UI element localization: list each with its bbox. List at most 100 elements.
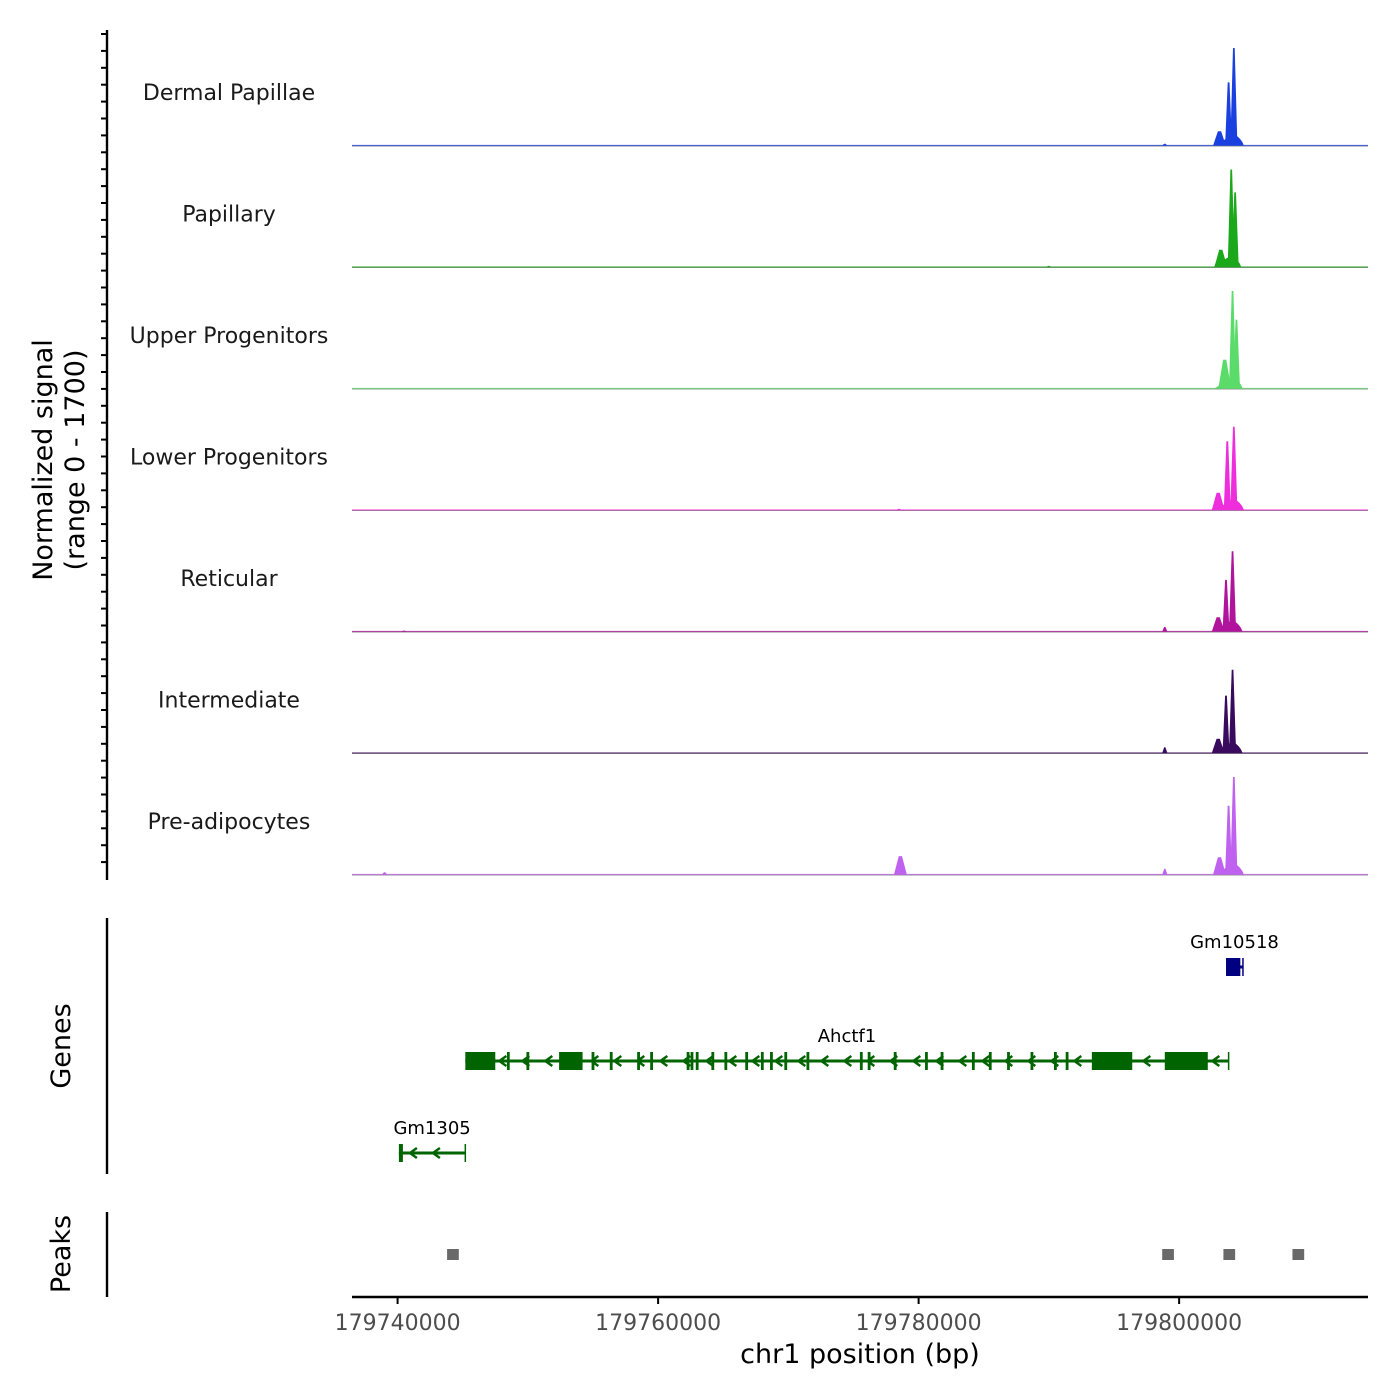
peaks-ylabel: Peaks (46, 1215, 77, 1293)
signal-peak (382, 872, 388, 875)
gene-exon-small (690, 1052, 694, 1070)
gene-exon-small (591, 1052, 595, 1070)
coverage-y-axis (101, 30, 109, 880)
gene-exon-small (1065, 1052, 1069, 1070)
signal-peak (1162, 868, 1168, 875)
gene-exon (465, 1052, 496, 1070)
gene-exon-small (971, 1052, 975, 1070)
signal-peak (1230, 48, 1238, 146)
peak-region (447, 1249, 459, 1260)
signal-peak (1223, 441, 1231, 510)
peak-region (1162, 1249, 1174, 1260)
gene-exon (1226, 958, 1241, 976)
gene-model: Gm10518 (1190, 932, 1279, 976)
signal-shoulder (1215, 134, 1244, 146)
genes-ylabel: Genes (46, 1003, 77, 1088)
strand-arrow (1003, 1055, 1014, 1067)
coverage-track: Upper Progenitors (130, 291, 1368, 390)
strand-arrow (980, 1055, 991, 1067)
coverage-track: Intermediate (158, 669, 1368, 754)
signal-peak (401, 630, 407, 632)
strand-arrow (819, 1055, 830, 1067)
strand-arrow (612, 1055, 623, 1067)
strand-arrow (750, 1055, 761, 1067)
signal-peak (1225, 805, 1233, 875)
gene-exon-small (1030, 1052, 1034, 1070)
signal-peak (894, 856, 907, 875)
track-label: Intermediate (158, 689, 300, 714)
signal-peak (1230, 426, 1238, 510)
gene-exon-small (637, 1052, 640, 1070)
strand-arrow (911, 1055, 922, 1067)
gene-exon-small (806, 1052, 810, 1070)
gene-model: Gm1305 (393, 1118, 471, 1162)
x-axis-label: chr1 position (bp) (740, 1339, 980, 1370)
x-tick-label: 179800000 (1116, 1311, 1242, 1336)
strand-arrow (1072, 1055, 1083, 1067)
coverage-track: Dermal Papillae (143, 48, 1368, 147)
gene-exon-small (940, 1052, 944, 1070)
gene-exon-small (506, 1052, 510, 1070)
strand-arrow (842, 1055, 853, 1067)
gene-exon-small (988, 1052, 992, 1070)
coverage-ylabel-line2: (range 0 - 1700) (60, 350, 91, 571)
gene-exon-small (760, 1052, 764, 1070)
strand-arrow (727, 1055, 738, 1067)
gene-exon-small (925, 1052, 928, 1070)
gene-exon-small (686, 1052, 690, 1070)
signal-peak (1230, 777, 1238, 875)
track-label: Upper Progenitors (130, 324, 329, 349)
signal-shoulder (1214, 377, 1243, 389)
signal-peak (1046, 265, 1052, 267)
track-label: Papillary (182, 203, 276, 228)
gene-exon-small (695, 1052, 699, 1070)
gene-track: Gm10518 Ahctf1 Gm1305 (393, 932, 1279, 1162)
gene-model: Ahctf1 (465, 1026, 1230, 1070)
gene-exon (1091, 1052, 1133, 1070)
gene-exon (1164, 1052, 1208, 1070)
strand-arrow (407, 1147, 418, 1159)
signal-shoulder (1214, 741, 1243, 753)
signal-shoulder (1215, 498, 1244, 510)
gene-exon-small (526, 1052, 530, 1070)
strand-arrow (957, 1055, 968, 1067)
gene-exon-small (893, 1052, 897, 1070)
signal-peak (896, 508, 902, 510)
signal-peak (1231, 192, 1239, 267)
gene-exon (398, 1144, 403, 1162)
gene-exon-small (1007, 1052, 1010, 1070)
gene-exon-small (711, 1052, 715, 1070)
strand-arrow (589, 1055, 600, 1067)
x-tick-label: 179740000 (335, 1311, 461, 1336)
gene-exon-small (650, 1052, 653, 1070)
track-label: Lower Progenitors (130, 446, 328, 471)
gene-exon-small (609, 1052, 613, 1070)
signal-shoulder (1214, 620, 1243, 632)
gene-label: Ahctf1 (818, 1026, 876, 1047)
strand-arrow (658, 1055, 669, 1067)
peak-region (1292, 1249, 1305, 1260)
strand-arrow (543, 1055, 554, 1067)
coverage-track: Lower Progenitors (130, 426, 1368, 512)
peak-track (447, 1249, 1305, 1260)
signal-peak (1232, 319, 1240, 389)
strand-arrow (704, 1055, 715, 1067)
gene-exon-small (859, 1052, 863, 1070)
gene-exon-small (867, 1052, 871, 1070)
coverage-ylabel-line1: Normalized signal (28, 339, 59, 581)
signal-peak (1229, 669, 1237, 753)
signal-peak (1211, 492, 1225, 510)
strand-arrow (430, 1147, 441, 1159)
coverage-track: Reticular (180, 551, 1368, 633)
signal-peak (1162, 143, 1168, 146)
gene-exon-small (745, 1052, 749, 1070)
signal-peak (1225, 82, 1233, 146)
signal-shoulder (1213, 255, 1242, 267)
strand-arrow (1141, 1055, 1152, 1067)
track-label: Dermal Papillae (143, 81, 315, 106)
strand-arrow (796, 1055, 807, 1067)
gene-label: Gm1305 (393, 1118, 470, 1139)
gene-exon-small (1053, 1052, 1057, 1070)
gene-exon-small (770, 1052, 773, 1070)
